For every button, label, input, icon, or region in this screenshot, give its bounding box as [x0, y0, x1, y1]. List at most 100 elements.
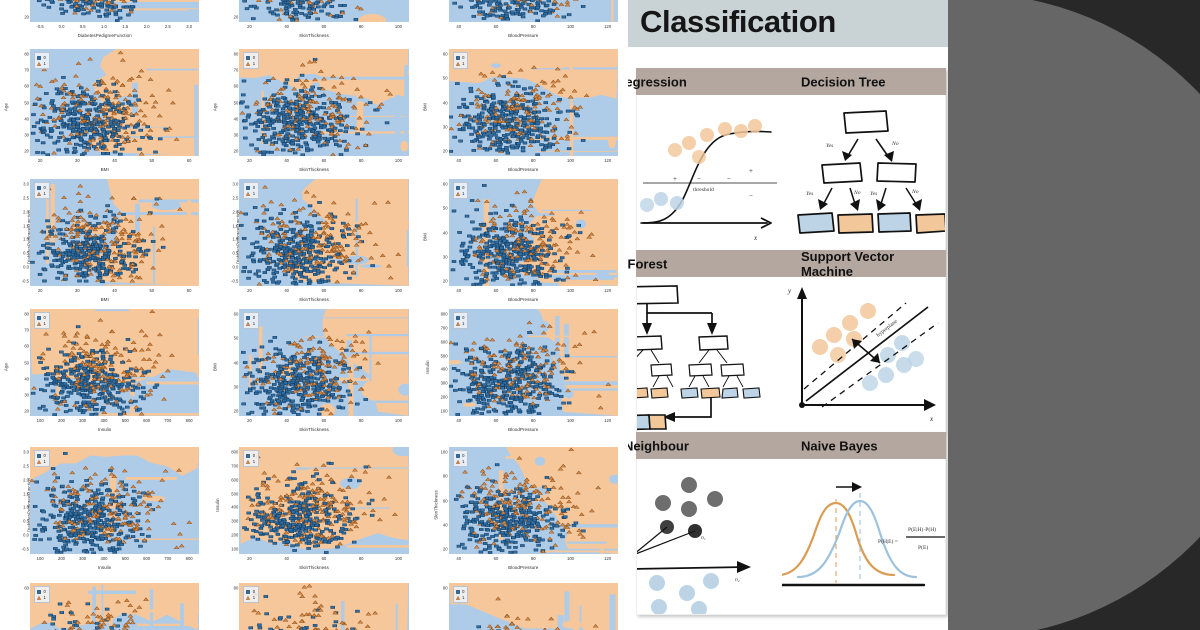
legend-label-0: 0: [252, 314, 256, 320]
x-axis-label: BloodPressure: [508, 565, 539, 570]
scatter-panel-r3c2: DiabetesPedigreeFunction SkinThickness -…: [209, 172, 418, 302]
legend-triangle-marker: [37, 321, 41, 326]
legend-entry-0: 0: [37, 453, 46, 459]
method-card-1: Regression Decision Tree: [628, 68, 946, 251]
x-axis-label: BloodPressure: [508, 427, 539, 432]
x-tick-labels: 20 30 40 50 60: [37, 158, 192, 163]
random-forest-sketch: [637, 277, 782, 432]
card-2-right-title: Support Vector Machine: [801, 248, 895, 279]
legend-label-0: 0: [43, 54, 46, 60]
x-tick-labels: 40 60 80 100 120: [456, 418, 612, 423]
y-tick-labels: 20 30 40 50 60: [442, 51, 448, 154]
legend-square-marker: [246, 315, 251, 320]
legend-entry-1: 1: [455, 458, 465, 465]
scatter-panel-r1c3: DiabetesPedigreeFunction BloodPressure -…: [419, 0, 628, 38]
legend-entry-1: 1: [37, 459, 46, 465]
legend-label-1: 1: [462, 60, 465, 66]
card-3-header: t Neighbour Naive Bayes: [628, 432, 946, 459]
legend-square-marker: [455, 315, 460, 320]
x-tick-labels: 20 40 60 80 100: [247, 418, 402, 423]
legend-triangle-marker: [37, 595, 41, 600]
y-tick-labels: -0.5 0.0 0.5 1.0 1.5 2.0 2.5 3.0: [21, 181, 29, 284]
y-tick-labels: 100 200 300 400 500 600 700 800: [231, 449, 239, 552]
legend-triangle-marker: [455, 595, 460, 600]
plot-area: [30, 309, 200, 416]
legend: 0 1: [34, 52, 50, 70]
legend-entry-1: 1: [246, 459, 255, 465]
x-tick-labels: 40 60 80 100 120: [456, 556, 612, 561]
pairplot-row: Age BMI 20 30 40 50 60 70 80 20 30 40 50 60 0: [0, 42, 628, 172]
legend: 0 1: [243, 182, 260, 200]
card-2-body: y x: [636, 277, 946, 433]
legend-label-1: 1: [43, 60, 46, 66]
card-1-header: Regression Decision Tree: [628, 68, 946, 95]
y-tick-labels: 20 30 40 50 60: [442, 181, 448, 284]
legend-entry-1: 1: [246, 61, 255, 67]
x-tick-labels: 40 60 80 100 120: [456, 24, 612, 29]
x-tick-labels: 100 200 300 400 500 600 700 800: [36, 418, 193, 423]
legend-triangle-marker: [246, 191, 251, 196]
legend-label-1: 1: [462, 458, 465, 464]
x-tick-labels: 20 40 60 80 100: [247, 158, 402, 163]
legend: 0 1: [243, 312, 260, 330]
plot-area: [448, 49, 618, 156]
legend-triangle-marker: [246, 459, 251, 464]
legend: 0 1: [243, 450, 260, 468]
legend-entry-0: 0: [246, 315, 255, 321]
legend-label-1: 1: [462, 594, 465, 600]
y-tick-labels: -0.5: [427, 0, 448, 22]
legend: 0 1: [34, 312, 50, 330]
plot-area: [448, 179, 618, 286]
legend-square-marker: [455, 185, 460, 190]
legend-label-1: 1: [43, 320, 46, 326]
method-card-3: t Neighbour Naive Bayes n₁: [628, 432, 946, 615]
classification-poster: Classification Regression Decision Tree: [628, 0, 948, 630]
x-axis-label: Insulin: [98, 565, 112, 570]
page-title: Classification: [640, 4, 836, 39]
legend-label-0: 0: [252, 184, 256, 190]
y-tick-labels: 20 30 40 50 60: [233, 311, 239, 414]
plot-area: [239, 0, 409, 22]
legend-label-1: 1: [252, 594, 256, 600]
x-axis-label: SkinThickness: [299, 33, 329, 38]
x-tick-labels: 20 40 60 80 100: [247, 288, 402, 293]
legend-triangle-marker: [455, 321, 460, 326]
scatter-panel-r4c1: Age Insulin 20 30 40 50 60 70 80 100 200 300 400 5…: [0, 302, 209, 432]
x-axis-label: SkinThickness: [299, 167, 329, 172]
plot-area: [239, 583, 409, 630]
legend-label-0: 0: [462, 54, 465, 60]
legend-entry-0: 0: [455, 315, 464, 321]
x-axis-label: BMI: [100, 297, 109, 302]
legend-entry-0: 0: [246, 55, 255, 61]
legend-label-1: 1: [462, 320, 465, 326]
legend-label-0: 0: [43, 452, 46, 458]
legend-entry-0: 0: [455, 185, 464, 191]
scatter-panel-r4c3: Insulin BloodPressure 100 200 300 400 500 600…: [419, 302, 628, 432]
legend-square-marker: [455, 589, 460, 594]
legend-entry-1: 1: [37, 191, 46, 197]
legend-square-marker: [37, 55, 41, 60]
scatter-panel-r5c2: Insulin SkinThickness 100 200 300 400 500 600…: [209, 440, 418, 570]
legend-entry-1: 1: [246, 595, 255, 601]
legend-triangle-marker: [455, 459, 460, 464]
legend-label-1: 1: [43, 594, 46, 600]
legend-square-marker: [37, 315, 41, 320]
legend-label-0: 0: [252, 588, 256, 594]
x-tick-labels: 100 200 300 400 500 600 700 800: [36, 556, 193, 561]
scatter-panel-r2c2: Age SkinThickness 20 30 40 50 60 70 80 20 40 60 8…: [209, 42, 418, 172]
legend-label-1: 1: [43, 190, 46, 196]
pairplot-row: DiabetesPedigreeFunction BMI -0.50.00.51…: [0, 172, 628, 302]
legend-label-0: 0: [462, 588, 465, 594]
legend-square-marker: [37, 185, 41, 190]
legend: 0 1: [34, 450, 50, 468]
legend-triangle-marker: [37, 61, 41, 66]
card-3-right-title: Naive Bayes: [801, 438, 878, 453]
knn-sketch: n₁ n₂: [637, 459, 782, 614]
legend-square-marker: [246, 589, 251, 594]
card-2-header: n Forest Support Vector Machine: [628, 248, 946, 279]
